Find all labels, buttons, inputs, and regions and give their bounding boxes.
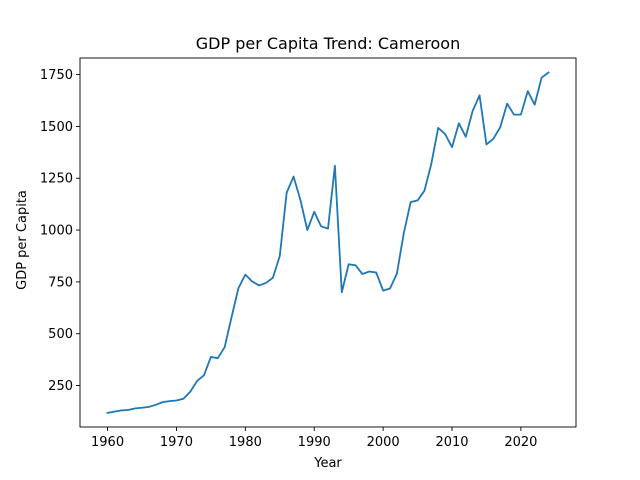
y-tick-label: 500	[48, 327, 73, 342]
plot-area	[79, 57, 577, 428]
x-tick-label: 1980	[229, 435, 262, 450]
y-axis-ticks: 250 500 750 1000 1250 1500 1750	[40, 68, 80, 394]
x-tick-label: 1990	[298, 435, 331, 450]
axes-frame	[79, 57, 577, 428]
x-axis-label: Year	[313, 456, 342, 471]
y-tick-label: 1500	[40, 120, 73, 135]
x-tick-label: 1970	[160, 435, 193, 450]
chart-title: GDP per Capita Trend: Cameroon	[196, 34, 460, 53]
y-tick-label: 1250	[40, 172, 73, 187]
y-tick-label: 1000	[40, 224, 73, 239]
y-tick-label: 750	[48, 275, 73, 290]
x-tick-label: 2000	[367, 435, 400, 450]
y-axis-label: GDP per Capita	[15, 190, 30, 290]
y-tick-label: 250	[48, 379, 73, 394]
x-tick-label: 2020	[504, 435, 537, 450]
x-tick-label: 2010	[435, 435, 468, 450]
y-tick-label: 1750	[40, 68, 73, 83]
x-axis-ticks: 1960 1970 1980 1990 2000 2010 2020	[91, 427, 537, 450]
x-tick-label: 1960	[91, 435, 124, 450]
series-line-0	[106, 71, 550, 414]
